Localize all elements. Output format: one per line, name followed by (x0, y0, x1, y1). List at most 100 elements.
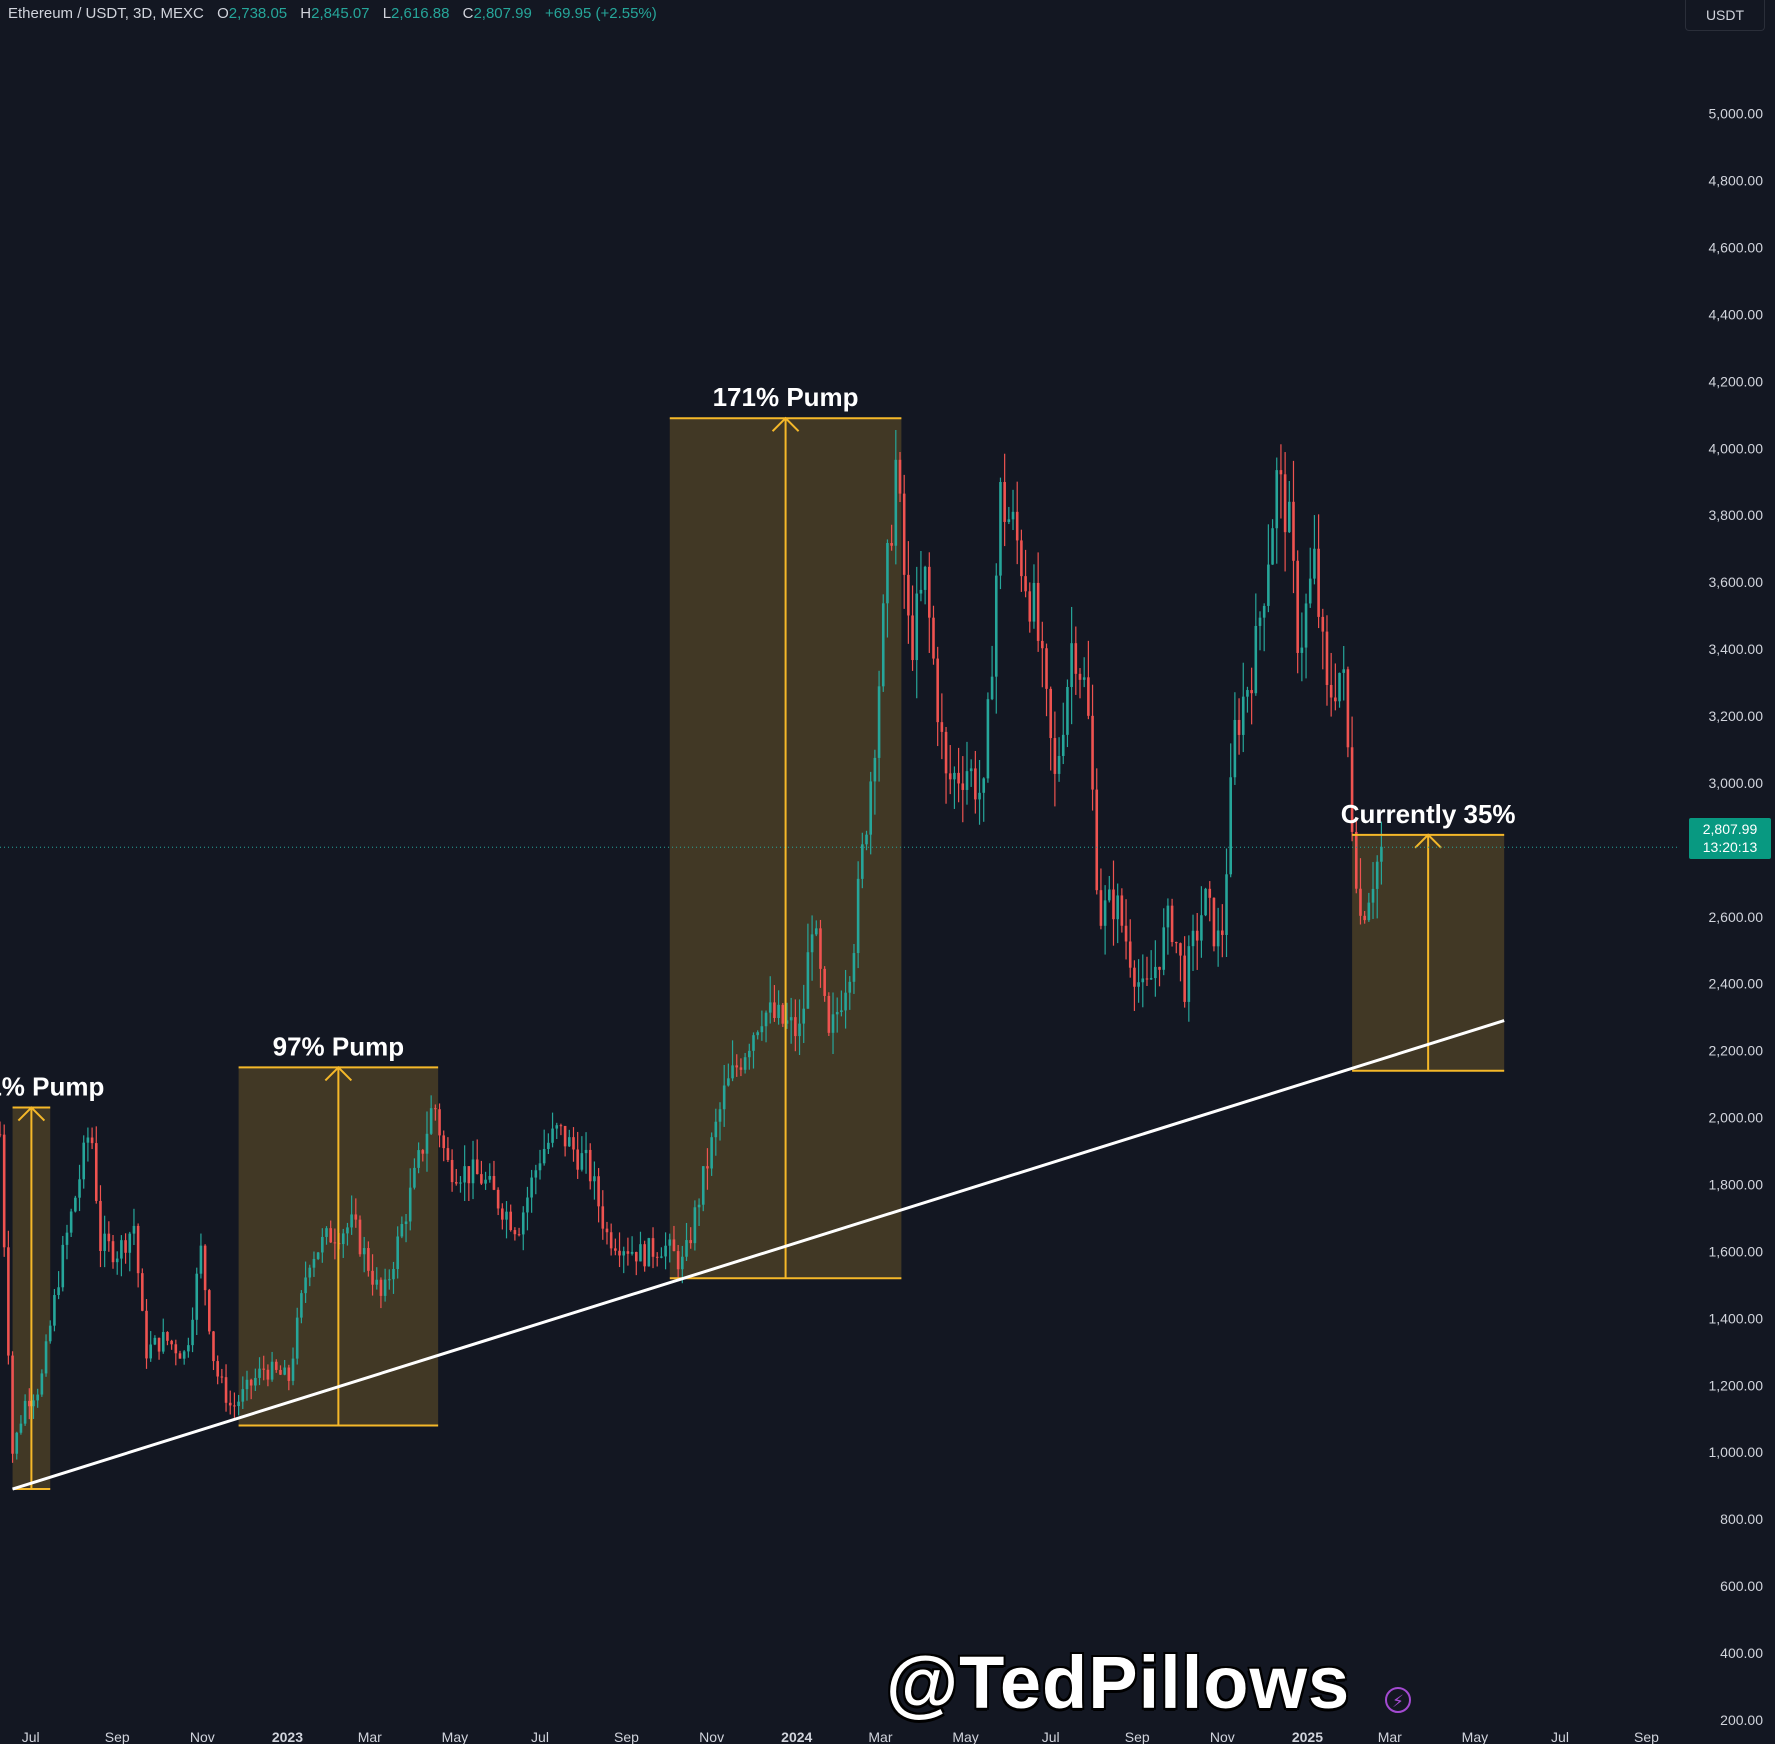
candle (1057, 737, 1061, 782)
y-tick-label: 2,600.00 (1709, 909, 1764, 925)
x-tick-label: 2024 (781, 1729, 812, 1744)
candle (1053, 711, 1057, 807)
candle-body (1128, 941, 1132, 968)
candle (957, 747, 960, 803)
candle-body (521, 1212, 525, 1235)
candle (1024, 549, 1027, 598)
lightning-bolt-icon[interactable]: ⚡ (1385, 1687, 1411, 1713)
candle-body (11, 1355, 14, 1454)
candle-body (358, 1219, 362, 1255)
candle-body (651, 1238, 655, 1257)
candle-body (647, 1238, 651, 1267)
candle (965, 741, 969, 805)
candle (392, 1261, 395, 1294)
y-tick-label: 4,000.00 (1709, 440, 1764, 456)
x-tick-label: May (442, 1729, 468, 1744)
candle (0, 1121, 2, 1138)
candle-body (919, 589, 923, 594)
candle-body (1371, 888, 1375, 903)
candle-body (915, 593, 919, 661)
candle (538, 1149, 542, 1180)
candle (480, 1160, 483, 1185)
candle (948, 745, 952, 795)
candle-body (23, 1400, 27, 1424)
candle (1049, 686, 1052, 771)
candle (718, 1102, 722, 1141)
candle-body (1170, 905, 1174, 943)
candle-body (693, 1207, 697, 1244)
candle (350, 1195, 353, 1235)
candle (756, 1030, 759, 1040)
candle (576, 1131, 579, 1179)
candle (429, 1095, 433, 1135)
candle-body (1254, 625, 1258, 694)
candle (438, 1103, 441, 1148)
candle-body (220, 1376, 224, 1378)
candle (1091, 684, 1094, 811)
candle-body (1032, 582, 1036, 622)
candle (1241, 662, 1245, 753)
candle (467, 1166, 471, 1202)
candle-body (697, 1204, 701, 1208)
candle (36, 1388, 39, 1408)
candle (618, 1232, 621, 1268)
candle (526, 1186, 529, 1231)
candle-body (509, 1211, 512, 1231)
candle (681, 1245, 684, 1284)
candle-body (157, 1337, 161, 1352)
candle (806, 923, 810, 1009)
candle (191, 1307, 194, 1353)
candle (161, 1318, 165, 1354)
candle-body (601, 1206, 605, 1229)
candle (831, 992, 835, 1055)
candle (488, 1163, 492, 1183)
candle (814, 920, 818, 937)
candle-body (233, 1405, 236, 1407)
symbol-legend: Ethereum / USDT, 3D, MEXC O2,738.05 H2,8… (8, 5, 657, 22)
candle-body (1024, 576, 1027, 592)
candle (1308, 547, 1312, 608)
candle-body (1275, 470, 1279, 529)
box-label: 171% Pump (713, 382, 859, 412)
candle-body (316, 1252, 320, 1259)
candle-body (965, 771, 969, 790)
candle (994, 563, 998, 714)
candle (224, 1364, 228, 1412)
candle-body (228, 1402, 232, 1406)
candle-body (1049, 688, 1052, 739)
candle (1120, 888, 1124, 933)
candle-body (450, 1159, 454, 1183)
candle-body (886, 543, 889, 604)
candle-body (187, 1345, 190, 1352)
candle-body (1070, 643, 1073, 687)
candle-body (492, 1176, 496, 1190)
candle-body (1375, 861, 1379, 889)
candle-body (597, 1176, 600, 1207)
candle-body (141, 1273, 144, 1311)
candle (1237, 698, 1241, 755)
candle (961, 756, 965, 823)
candle (283, 1359, 286, 1376)
candle (274, 1359, 278, 1373)
candle-body (1367, 902, 1371, 921)
candle-body (626, 1251, 630, 1254)
candle (622, 1246, 626, 1274)
candle-body (475, 1159, 479, 1175)
candle-body (1154, 966, 1157, 979)
candle-body (538, 1163, 542, 1171)
candle (1346, 666, 1350, 758)
candle-body (588, 1149, 592, 1182)
candle (254, 1368, 257, 1391)
candle (1229, 743, 1232, 878)
candle-body (990, 676, 994, 700)
candle-body (1112, 889, 1115, 920)
candle-body (488, 1176, 492, 1180)
candle-body (844, 992, 847, 1011)
currency-selector[interactable]: USDT (1685, 0, 1765, 31)
candle-body (505, 1211, 508, 1220)
candle-body (103, 1233, 106, 1251)
candle (1099, 868, 1103, 930)
candle (1011, 489, 1015, 531)
change-value: +69.95 (+2.55%) (545, 5, 657, 22)
